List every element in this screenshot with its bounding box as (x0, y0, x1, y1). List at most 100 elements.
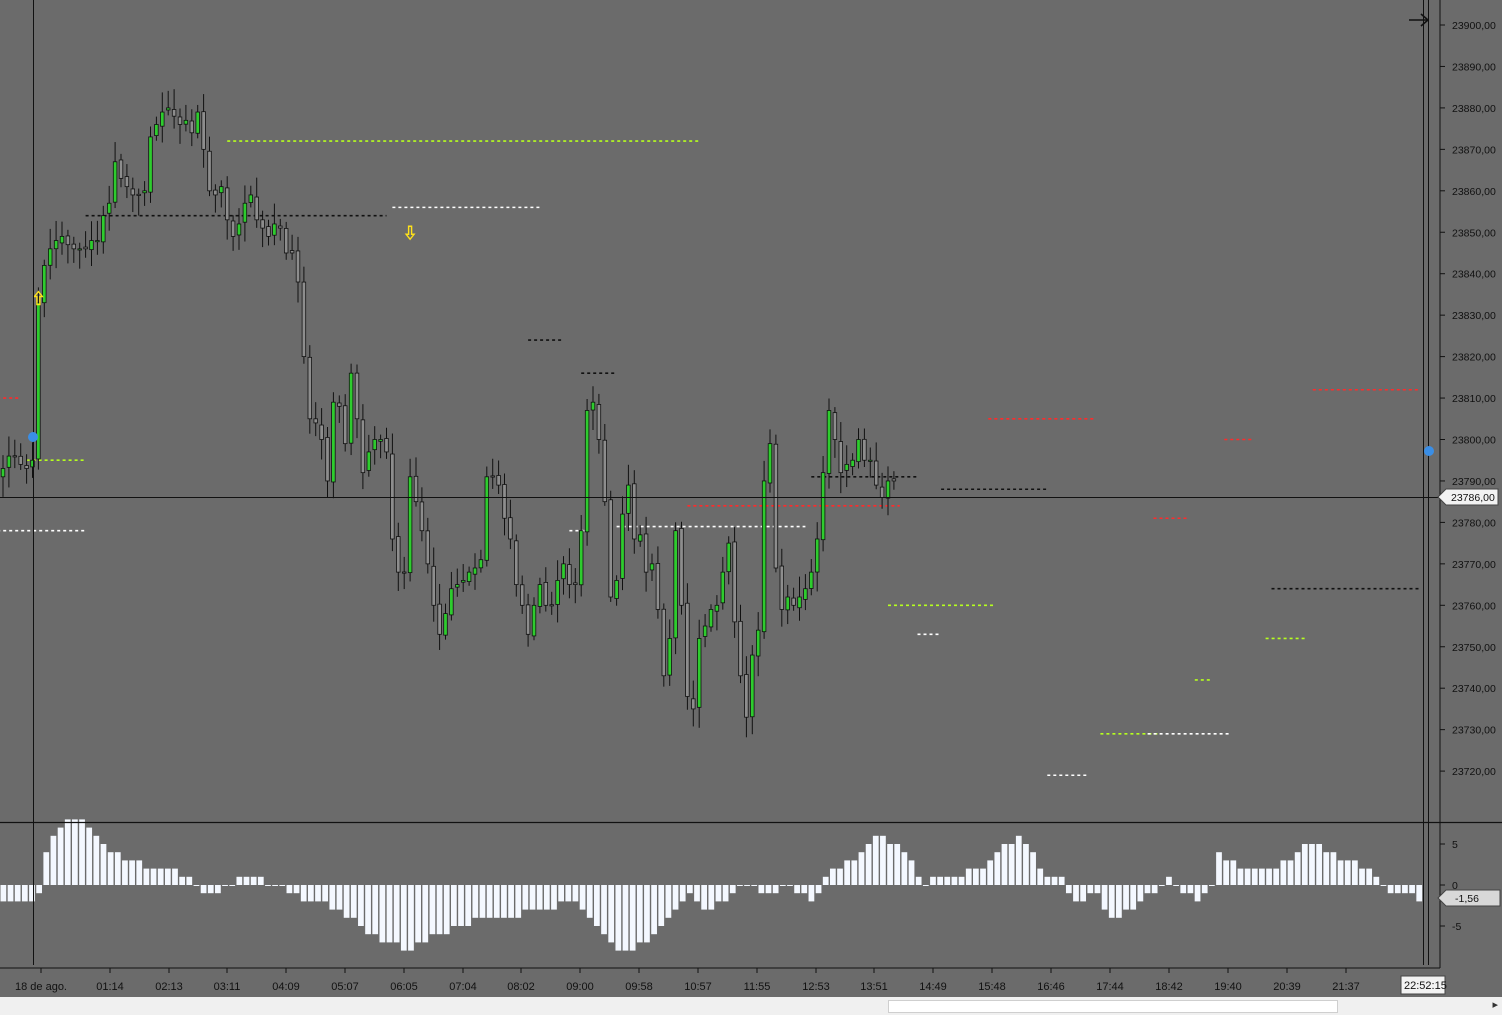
candle-body (36, 302, 41, 460)
oscillator-bar (1173, 885, 1179, 886)
oscillator-bar (644, 885, 650, 943)
oscillator-bar (36, 885, 43, 894)
oscillator-bar (114, 852, 121, 885)
oscillator-bar (765, 885, 772, 894)
current-time-label: 22:52:15 (1404, 980, 1447, 992)
candle-body (767, 443, 773, 484)
candle-body (242, 202, 248, 223)
candle-body (879, 486, 885, 498)
oscillator-bar (64, 819, 71, 885)
oscillator-bar (286, 885, 293, 894)
oscillator-bar (594, 885, 600, 926)
oscillator-bar (415, 885, 421, 943)
candle-body (691, 698, 696, 710)
oscillator-bar (1216, 852, 1222, 885)
candle-body (354, 372, 360, 420)
candle-body (124, 176, 130, 188)
candle-body (396, 536, 401, 573)
oscillator-bar (1273, 868, 1280, 885)
candle-body (331, 401, 336, 483)
oscillator-bar (501, 885, 507, 918)
oscillator-bar (651, 885, 657, 935)
oscillator-bar (1237, 868, 1244, 885)
candle-body (697, 638, 702, 708)
time-tick-label: 01:14 (96, 981, 124, 993)
candles (0, 89, 897, 738)
time-tick-label: 18 de ago. (15, 981, 67, 993)
oscillator-bar (429, 885, 436, 935)
oscillator-bar (100, 844, 107, 885)
candle-body (295, 250, 301, 283)
oscillator-bar (894, 844, 901, 885)
price-tick-label: 23760,00 (1452, 600, 1496, 612)
oscillator-bar (443, 885, 450, 935)
price-tick-label: 23860,00 (1452, 186, 1496, 198)
candle-body (89, 240, 94, 251)
price-tick-label: 23840,00 (1452, 269, 1496, 281)
candle-body (803, 588, 808, 600)
oscillator-bar (207, 885, 214, 894)
oscillator-bar (322, 885, 329, 902)
oscillator-bar (851, 860, 858, 885)
oscillator-bar (837, 868, 843, 885)
time-tick-label: 20:39 (1273, 981, 1301, 993)
candle-body (118, 159, 124, 179)
oscillator-tick-label: 5 (1452, 839, 1458, 851)
candle-body (101, 215, 106, 243)
oscillator-bar (143, 868, 150, 885)
candle-body (773, 443, 779, 569)
oscillator-bar (951, 876, 958, 885)
candle-body (171, 109, 177, 117)
candle-body (112, 161, 118, 203)
oscillator-bar (615, 885, 622, 951)
oscillator-bar (29, 885, 35, 902)
candle-body (602, 439, 607, 503)
oscillator-bar (1158, 885, 1165, 886)
scroll-to-end-icon[interactable] (1409, 13, 1430, 27)
signal-arrows (32, 225, 416, 306)
oscillator-bar (922, 885, 929, 886)
candle-body (6, 455, 12, 468)
candle-body (254, 196, 259, 221)
oscillator-bar (543, 885, 550, 910)
horizontal-scrollbar[interactable]: ▸ (0, 997, 1502, 1015)
oscillator-bar (1166, 876, 1172, 885)
candle-body (224, 187, 230, 221)
oscillator-bar (694, 885, 700, 902)
candle-body (177, 116, 183, 125)
candle-body (732, 541, 737, 623)
candle-body (189, 120, 194, 134)
oscillator-bar (1094, 885, 1101, 894)
oscillator-bar (272, 885, 278, 886)
oscillator-bar (379, 885, 386, 943)
candle-body (874, 460, 879, 486)
oscillator-bar (1251, 868, 1258, 885)
candle-body (301, 281, 307, 358)
price-tick-label: 23770,00 (1452, 559, 1496, 571)
scrollbar-thumb[interactable] (888, 1000, 1338, 1013)
candle-body (378, 439, 383, 442)
oscillator-bar (293, 885, 300, 894)
oscillator-bar (658, 885, 665, 926)
candle-body (756, 629, 761, 657)
oscillator-bar (1244, 868, 1251, 885)
candle-body (514, 540, 519, 585)
oscillator-bar (858, 852, 865, 885)
oscillator-bar (708, 885, 715, 910)
time-tick-label: 09:00 (566, 981, 594, 993)
oscillator-bar (372, 885, 379, 935)
candle-body (661, 608, 666, 677)
oscillator-bar (7, 885, 14, 902)
oscillator-bar (994, 852, 1001, 885)
oscillator-bar (579, 885, 586, 910)
scroll-right-arrow-icon[interactable]: ▸ (1492, 998, 1498, 1011)
oscillator-bar (872, 835, 879, 885)
oscillator-bar (265, 885, 271, 886)
oscillator-bar (172, 868, 178, 885)
candle-body (738, 620, 743, 677)
oscillator-bar (0, 885, 7, 902)
oscillator-bar (1194, 885, 1201, 902)
candle-body (809, 571, 814, 589)
